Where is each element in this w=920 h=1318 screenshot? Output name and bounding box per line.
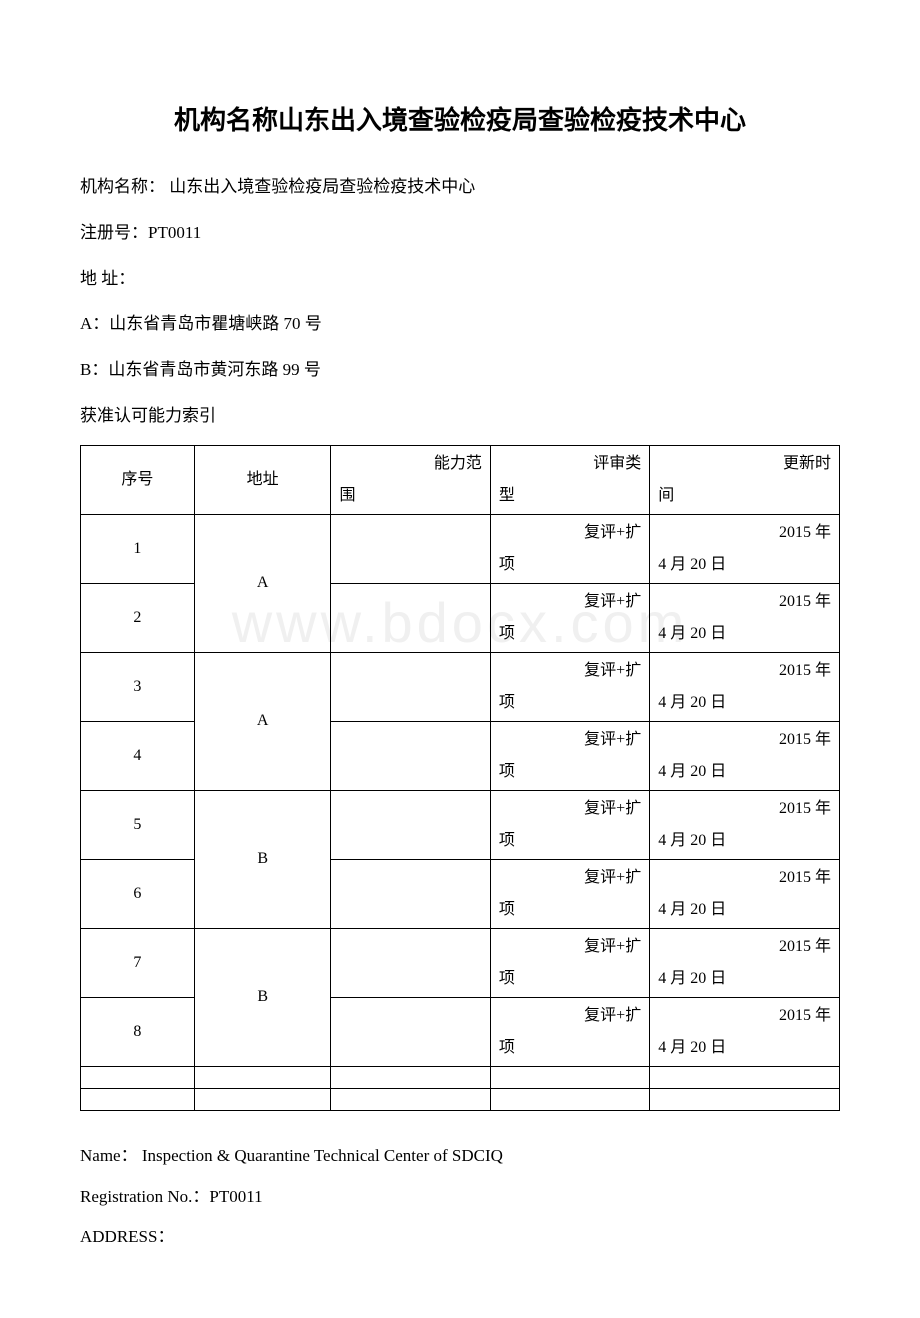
reg-label: 注册号： — [80, 223, 148, 242]
cell-seq: 1 — [81, 514, 195, 583]
time-prefix: 更新时 — [783, 452, 831, 476]
cell-addr: B — [194, 928, 331, 1066]
time-suffix: 间 — [658, 487, 674, 504]
cell-type: 复评+扩项 — [490, 928, 649, 997]
english-reg-line: Registration No.：PT0011 — [80, 1177, 840, 1218]
addr-label-line: 地 址： — [80, 259, 840, 300]
capability-table: 序号 地址 能力范围 评审类型 更新时间 1A复评+扩项2015 年4 月 20… — [80, 445, 840, 1111]
reg-no-line: 注册号：PT0011 — [80, 213, 840, 254]
cell-seq: 4 — [81, 721, 195, 790]
cell-type: 复评+扩项 — [490, 652, 649, 721]
cell-seq: 3 — [81, 652, 195, 721]
header-seq: 序号 — [81, 445, 195, 514]
cell-scope — [331, 997, 490, 1066]
document-title: 机构名称山东出入境查验检疫局查验检疫技术中心 — [80, 100, 840, 137]
cell-type: 复评+扩项 — [490, 790, 649, 859]
table-empty-row — [81, 1088, 840, 1110]
addr-a-line: A：山东省青岛市瞿塘峡路 70 号 — [80, 304, 840, 345]
cell-time: 2015 年4 月 20 日 — [650, 652, 840, 721]
cell-seq: 2 — [81, 583, 195, 652]
cell-scope — [331, 583, 490, 652]
cell-type: 复评+扩项 — [490, 583, 649, 652]
org-name-value: 山东出入境查验检疫局查验检疫技术中心 — [169, 177, 475, 196]
cell-time: 2015 年4 月 20 日 — [650, 721, 840, 790]
cell-seq: 5 — [81, 790, 195, 859]
header-type: 评审类型 — [490, 445, 649, 514]
english-name-value: Inspection & Quarantine Technical Center… — [142, 1146, 503, 1165]
cell-time: 2015 年4 月 20 日 — [650, 997, 840, 1066]
cell-scope — [331, 790, 490, 859]
cell-time: 2015 年4 月 20 日 — [650, 583, 840, 652]
english-addr-line: ADDRESS： — [80, 1217, 840, 1258]
org-name-line: 机构名称： 山东出入境查验检疫局查验检疫技术中心 — [80, 167, 840, 208]
header-scope: 能力范围 — [331, 445, 490, 514]
cell-addr: B — [194, 790, 331, 928]
reg-no-value: PT0011 — [148, 223, 201, 242]
english-reg-label: Registration No.： — [80, 1187, 209, 1206]
cell-scope — [331, 652, 490, 721]
cell-addr: A — [194, 514, 331, 652]
cell-time: 2015 年4 月 20 日 — [650, 928, 840, 997]
english-reg-value: PT0011 — [209, 1187, 262, 1206]
english-name-label: Name： — [80, 1146, 138, 1165]
cell-scope — [331, 514, 490, 583]
cell-time: 2015 年4 月 20 日 — [650, 790, 840, 859]
table-row: 5B复评+扩项2015 年4 月 20 日 — [81, 790, 840, 859]
cell-time: 2015 年4 月 20 日 — [650, 859, 840, 928]
cell-time: 2015 年4 月 20 日 — [650, 514, 840, 583]
cell-addr: A — [194, 652, 331, 790]
cell-scope — [331, 721, 490, 790]
scope-prefix: 能力范 — [434, 452, 482, 476]
table-empty-row — [81, 1066, 840, 1088]
table-row: 3A复评+扩项2015 年4 月 20 日 — [81, 652, 840, 721]
cell-scope — [331, 859, 490, 928]
header-addr: 地址 — [194, 445, 331, 514]
addr-b-line: B：山东省青岛市黄河东路 99 号 — [80, 350, 840, 391]
header-time: 更新时间 — [650, 445, 840, 514]
type-prefix: 评审类 — [593, 452, 641, 476]
scope-suffix: 围 — [339, 487, 355, 504]
document-content: 机构名称山东出入境查验检疫局查验检疫技术中心 机构名称： 山东出入境查验检疫局查… — [80, 100, 840, 1258]
cell-type: 复评+扩项 — [490, 997, 649, 1066]
english-name-line: Name： Inspection & Quarantine Technical … — [80, 1136, 840, 1177]
cell-seq: 6 — [81, 859, 195, 928]
cell-scope — [331, 928, 490, 997]
cell-type: 复评+扩项 — [490, 859, 649, 928]
table-row: 1A复评+扩项2015 年4 月 20 日 — [81, 514, 840, 583]
cell-type: 复评+扩项 — [490, 514, 649, 583]
index-title: 获准认可能力索引 — [80, 396, 840, 437]
cell-type: 复评+扩项 — [490, 721, 649, 790]
cell-seq: 7 — [81, 928, 195, 997]
type-suffix: 型 — [499, 487, 515, 504]
org-label: 机构名称： — [80, 177, 165, 196]
cell-seq: 8 — [81, 997, 195, 1066]
table-header-row: 序号 地址 能力范围 评审类型 更新时间 — [81, 445, 840, 514]
table-row: 7B复评+扩项2015 年4 月 20 日 — [81, 928, 840, 997]
